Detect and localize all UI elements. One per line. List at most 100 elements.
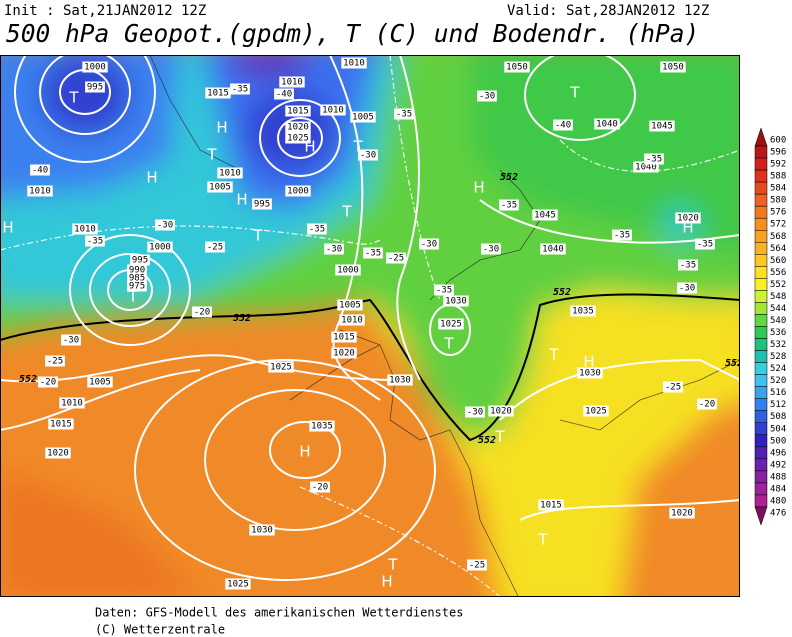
temperature-label-box xyxy=(663,381,683,393)
isobar-label-box xyxy=(331,331,357,343)
isobar-label-box xyxy=(147,241,173,253)
colorbar-label: 528 xyxy=(770,352,786,362)
colorbar-cell xyxy=(754,205,768,219)
temperature-label: -30 xyxy=(421,240,437,250)
colorbar-label: 592 xyxy=(770,160,786,170)
isobar-label-box xyxy=(335,264,361,276)
temperature-label: -35 xyxy=(680,261,696,271)
temperature-label-box xyxy=(38,376,58,388)
colorbar-label: 600 xyxy=(770,136,786,146)
isobar-label-box xyxy=(225,578,251,590)
colorbar-label: 560 xyxy=(770,256,786,266)
isobar-label-box xyxy=(594,118,620,130)
valid-time: Valid: Sat,28JAN2012 12Z xyxy=(507,3,709,19)
isobar-label: 1020 xyxy=(47,449,69,459)
temperature-label-box xyxy=(192,306,212,318)
colorbar-label: 480 xyxy=(770,496,786,506)
colorbar-label: 580 xyxy=(770,196,786,206)
pressure-center: H xyxy=(682,219,693,237)
isobar-label: 1000 xyxy=(287,187,309,197)
isobar-label-box xyxy=(207,181,233,193)
isobar-label: 1025 xyxy=(440,320,462,330)
isobar-label-box xyxy=(27,185,53,197)
isobar-label: 995 xyxy=(132,256,148,266)
isobar-label: 1030 xyxy=(445,297,467,307)
colorbar-cell xyxy=(754,350,768,363)
isobar-label: 1005 xyxy=(209,183,231,193)
temperature-label-box xyxy=(481,243,501,255)
colorbar-cell xyxy=(754,482,768,496)
colorbar-cell xyxy=(754,386,768,399)
temperature-label: -35 xyxy=(501,201,517,211)
isobar-label: 1010 xyxy=(322,106,344,116)
map-title: 500 hPa Geopot.(gpdm), T (C) und Bodendr… xyxy=(6,19,699,48)
colorbar-cell xyxy=(754,169,768,183)
colorbar-cell xyxy=(754,229,768,243)
isobar-label: 1040 xyxy=(542,245,564,255)
pressure-center: H xyxy=(381,573,392,591)
temperature-label-box xyxy=(644,153,664,165)
contour-label: 552 xyxy=(478,435,496,446)
temperature-label: -25 xyxy=(207,243,223,253)
colorbar-label: 584 xyxy=(770,184,786,194)
isobar-label-box xyxy=(127,272,147,284)
temperature-label: -30 xyxy=(360,151,376,161)
isobar-label-box xyxy=(45,447,71,459)
pressure-center: T xyxy=(569,84,580,102)
isobar-label-box xyxy=(577,367,603,379)
temperature-label-box xyxy=(467,559,487,571)
colorbar-arrow xyxy=(754,506,768,526)
colorbar-cell xyxy=(754,290,768,303)
pressure-center: H xyxy=(146,169,157,187)
colorbar-cell xyxy=(754,494,768,508)
map-frame xyxy=(0,55,740,597)
isobar-label: 1010 xyxy=(29,187,51,197)
temperature-label-box xyxy=(324,243,344,255)
pressure-center: T xyxy=(548,346,559,364)
isobar-label: 1025 xyxy=(270,363,292,373)
temperature-label: -30 xyxy=(483,245,499,255)
temperature-label-box xyxy=(477,90,497,102)
isobar-label-box xyxy=(205,87,231,99)
isobar-label-box xyxy=(538,499,564,511)
isobar-label: 995 xyxy=(254,200,270,210)
isobar-label: 1030 xyxy=(579,369,601,379)
isobar-label-box xyxy=(72,223,98,235)
isobar-label-box xyxy=(285,121,311,133)
temperature-label-box xyxy=(434,284,454,296)
pressure-center: T xyxy=(341,203,352,221)
isobar-label-box xyxy=(387,374,413,386)
isobar-label: 1015 xyxy=(333,333,355,343)
pressure-center: T xyxy=(443,335,454,353)
temperature-label: -35 xyxy=(697,240,713,250)
isobar-label: 1040 xyxy=(635,163,657,173)
pressure-center: T xyxy=(537,531,548,549)
colorbar-cell xyxy=(754,338,768,351)
pressure-center: T xyxy=(494,428,505,446)
isobar-label: 1010 xyxy=(74,225,96,235)
isobar-label: 1025 xyxy=(227,580,249,590)
temperature-label-box xyxy=(553,119,573,131)
isobar-label-box xyxy=(127,280,147,292)
isobar-label-box xyxy=(337,299,363,311)
colorbar-label: 484 xyxy=(770,484,786,494)
temperature-label-box xyxy=(386,252,406,264)
isobar-label-box xyxy=(127,264,147,276)
temperature-label: -30 xyxy=(467,408,483,418)
colorbar-label: 572 xyxy=(770,220,786,230)
isobar-label-box xyxy=(649,120,675,132)
isobar-label-box xyxy=(48,418,74,430)
temperature-label-box xyxy=(678,259,698,271)
isobar-label-box xyxy=(279,76,305,88)
isobar-label: 1000 xyxy=(84,63,106,73)
footer-copyright: (C) Wetterzentrale xyxy=(95,623,225,637)
colorbar-cell xyxy=(754,242,768,255)
temperature-label-box xyxy=(697,398,717,410)
isobar-label-box xyxy=(540,243,566,255)
isobar-label-box xyxy=(87,376,113,388)
isobar-label: 1025 xyxy=(287,134,309,144)
temperature-label: -20 xyxy=(699,400,715,410)
temperature-label: -30 xyxy=(63,336,79,346)
temperature-label: -35 xyxy=(87,237,103,247)
